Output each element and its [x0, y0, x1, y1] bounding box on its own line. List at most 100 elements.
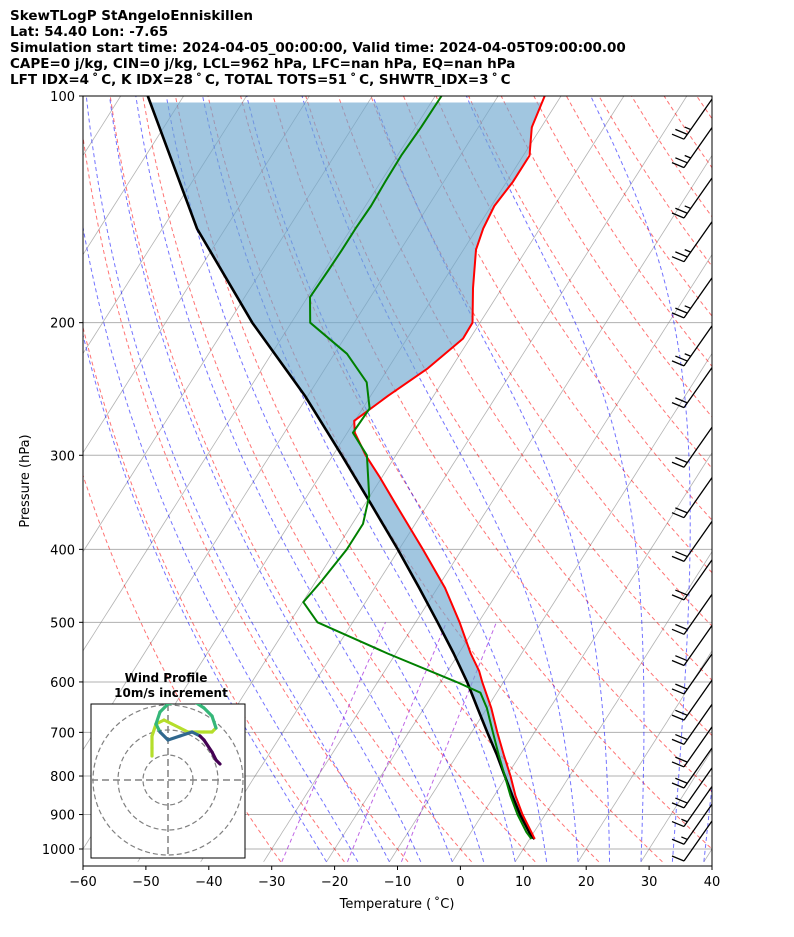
- barb-flag: [671, 402, 685, 409]
- wind-barb: [671, 367, 713, 409]
- barb-flag: [675, 251, 688, 258]
- barb-flag: [671, 714, 685, 721]
- x-tick-label: 30: [641, 875, 658, 890]
- hodograph-segment: [202, 738, 214, 754]
- wind-barb: [671, 177, 713, 219]
- barb-shaft: [683, 426, 713, 468]
- profiles: [146, 96, 546, 841]
- barb-flag: [675, 733, 688, 741]
- barb-shaft: [683, 786, 713, 827]
- y-tick-label: 700: [50, 726, 75, 741]
- barb-flag: [671, 820, 685, 828]
- wind-barb: [671, 625, 713, 667]
- barb-flag: [675, 307, 688, 314]
- barb-shaft: [683, 520, 713, 562]
- wind-barb: [671, 767, 713, 809]
- hodograph-segment: [154, 710, 162, 726]
- wind-barb: [671, 803, 713, 845]
- barb-flag: [675, 397, 688, 404]
- barb-shaft: [683, 559, 713, 601]
- y-tick-label: 100: [50, 90, 75, 105]
- isotherm-line: [703, 848, 712, 863]
- cin-shading: [150, 102, 542, 837]
- wind-barb: [671, 747, 713, 789]
- barb-half-flag: [681, 836, 688, 841]
- x-tick-label: 40: [704, 875, 721, 890]
- moist-adiabat: [85, 96, 390, 863]
- moist-adiabat: [465, 96, 645, 862]
- x-tick-label: −50: [132, 875, 159, 890]
- mixing-ratio-line: [281, 622, 386, 862]
- barb-shaft: [683, 367, 713, 409]
- dry-adiabat: [109, 96, 472, 863]
- wind-barb: [671, 679, 713, 721]
- hodograph-segment: [202, 706, 214, 718]
- wind-barb: [671, 98, 713, 140]
- barb-flag: [675, 456, 688, 464]
- barb-flag: [671, 133, 685, 140]
- moist-adiabat: [109, 96, 422, 863]
- y-axis-label: Pressure (hPa): [18, 434, 33, 527]
- dry-adiabat: [370, 96, 712, 627]
- barb-flag: [675, 655, 688, 662]
- y-tick-label: 400: [50, 543, 75, 558]
- barb-flag: [671, 461, 685, 468]
- barb-flag: [671, 512, 685, 519]
- barb-shaft: [683, 726, 713, 768]
- barb-shaft: [683, 277, 713, 319]
- wind-barb: [671, 477, 713, 519]
- chart-title: SkewTLogP StAngeloEnniskillen: [10, 8, 253, 24]
- barb-flag: [675, 709, 688, 716]
- barb-shaft: [683, 221, 713, 263]
- x-tick-label: 0: [456, 875, 464, 890]
- hodograph-title: Wind Profile: [125, 671, 208, 685]
- moist-adiabat: [165, 96, 485, 862]
- y-tick-label: 900: [50, 809, 75, 824]
- barb-shaft: [683, 177, 713, 219]
- barb-flag: [671, 256, 685, 263]
- barb-flag: [671, 594, 685, 601]
- hodograph-segment: [195, 704, 206, 710]
- wind-barbs: [671, 98, 713, 862]
- y-axis: 1000 900 800 700 600 500 400 300 200 100: [42, 90, 83, 858]
- dry-adiabat: [663, 96, 712, 169]
- barb-flag: [671, 855, 685, 862]
- barb-flag: [675, 623, 688, 631]
- location-line: Lat: 54.40 Lon: -7.65: [10, 24, 169, 40]
- wind-barb: [671, 325, 713, 367]
- barb-flag: [675, 589, 688, 596]
- barb-shaft: [683, 127, 713, 168]
- barb-flag: [671, 162, 685, 169]
- moist-adiabat: [590, 96, 691, 862]
- isotherm-line: [640, 749, 712, 863]
- parcel-profile-line: [146, 96, 536, 841]
- barb-flag: [671, 312, 685, 319]
- cape-line: CAPE=0 j/kg, CIN=0 j/kg, LCL=962 hPa, LF…: [10, 56, 516, 72]
- dry-adiabat: [500, 96, 712, 418]
- dewpoint-profile-line: [302, 96, 533, 840]
- wind-barb: [671, 653, 713, 695]
- barb-flag: [675, 507, 688, 514]
- barb-shaft: [683, 803, 713, 845]
- barb-flag: [675, 550, 688, 558]
- barb-flag: [671, 628, 685, 635]
- barb-flag: [675, 756, 688, 763]
- moist-adiabat: [246, 96, 548, 862]
- barb-flag: [671, 738, 685, 745]
- barb-half-flag: [684, 249, 691, 253]
- moist-adiabat: [83, 333, 327, 863]
- dry-adiabat: [762, 96, 794, 862]
- dry-adiabat: [337, 96, 712, 681]
- hodograph-segment: [178, 730, 194, 738]
- barb-shaft: [683, 747, 713, 789]
- barb-half-flag: [684, 205, 691, 210]
- wind-barb: [671, 559, 713, 601]
- hodograph-segment: [158, 704, 170, 714]
- wind-barb: [671, 703, 713, 745]
- x-tick-label: −10: [384, 875, 411, 890]
- time-line: Simulation start time: 2024-04-05_00:00:…: [10, 40, 626, 56]
- dry-adiabat: [533, 96, 712, 368]
- wind-barb: [671, 426, 713, 468]
- x-tick-label: −20: [321, 875, 348, 890]
- wind-barb: [671, 786, 713, 828]
